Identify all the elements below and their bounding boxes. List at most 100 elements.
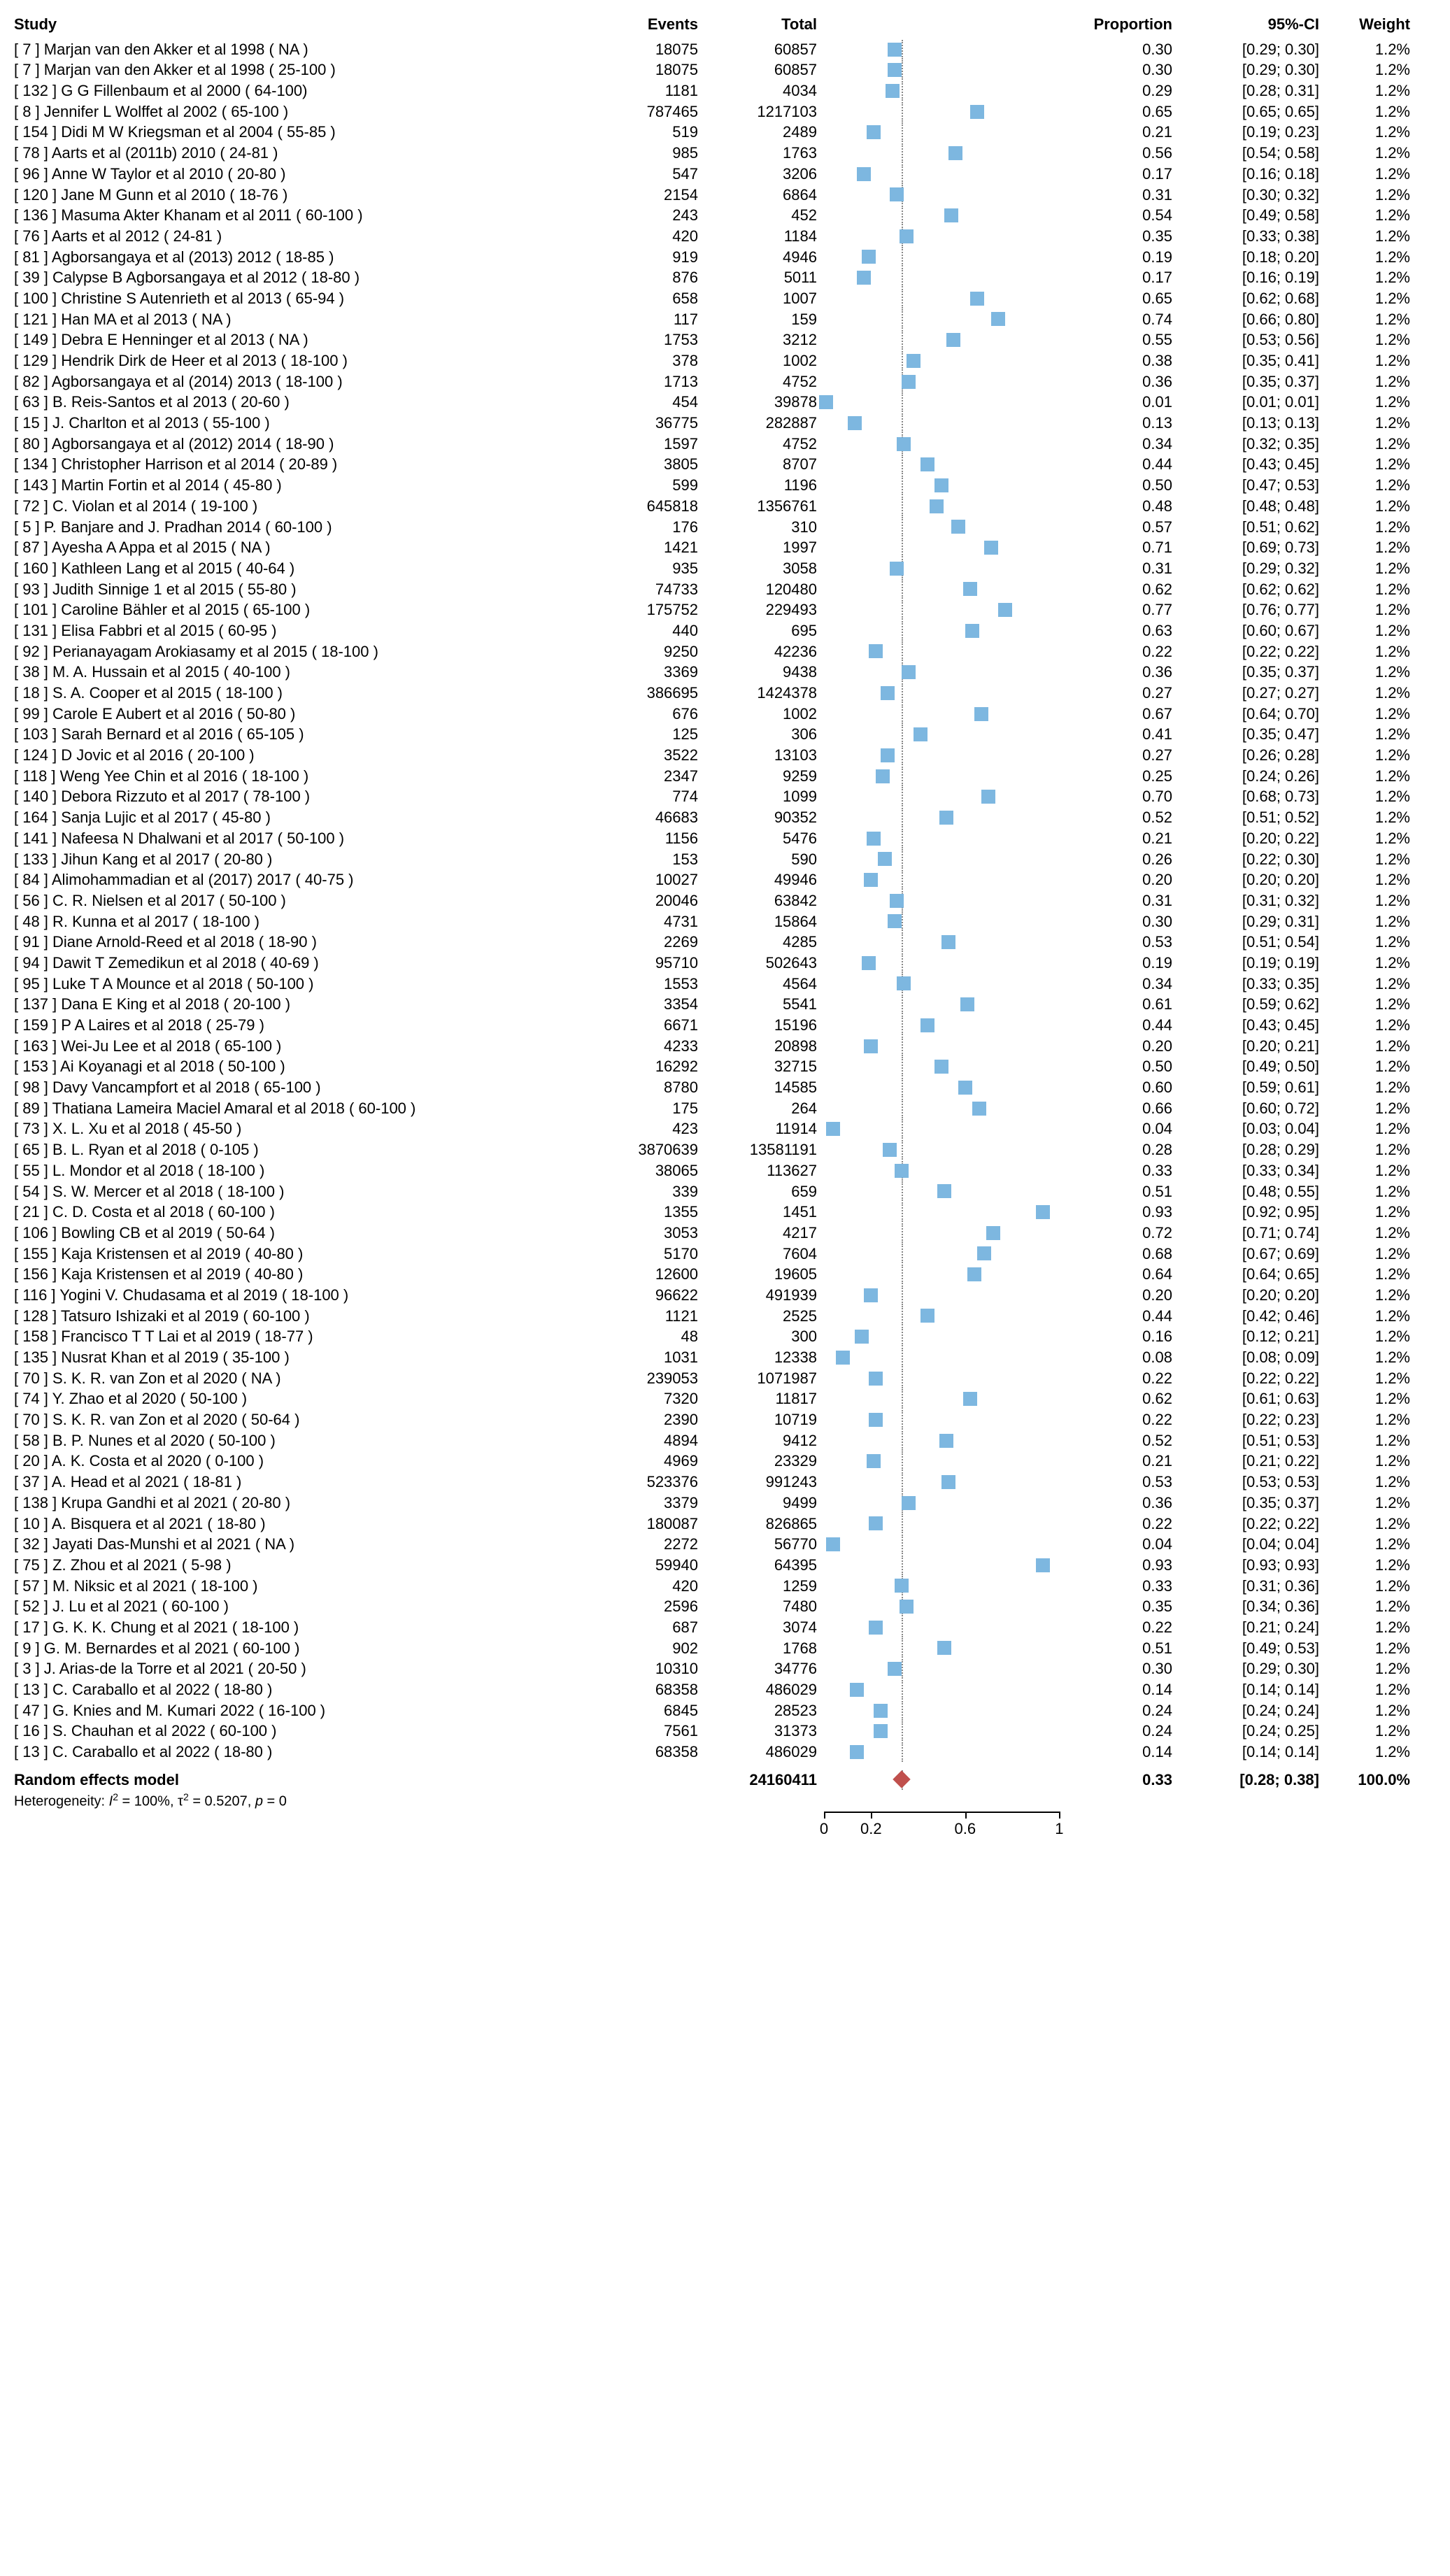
point-marker — [921, 1018, 934, 1032]
study-weight: 1.2% — [1319, 704, 1410, 725]
study-plot — [824, 808, 1083, 827]
study-events: 378 — [593, 350, 705, 371]
study-total: 1997 — [705, 537, 824, 558]
point-marker — [977, 1246, 991, 1260]
study-ci: [0.29; 0.30] — [1172, 1658, 1319, 1679]
reference-line — [902, 538, 903, 557]
study-label: [ 52 ] J. Lu et al 2021 ( 60-100 ) — [14, 1596, 593, 1617]
study-weight: 1.2% — [1319, 558, 1410, 579]
point-marker — [867, 832, 881, 846]
study-weight: 1.2% — [1319, 1451, 1410, 1472]
study-events: 423 — [593, 1118, 705, 1139]
study-weight: 1.2% — [1319, 434, 1410, 455]
study-weight: 1.2% — [1319, 185, 1410, 206]
point-marker — [890, 894, 904, 908]
study-weight: 1.2% — [1319, 205, 1410, 226]
study-label: [ 63 ] B. Reis-Santos et al 2013 ( 20-60… — [14, 392, 593, 413]
study-row: [ 58 ] B. P. Nunes et al 2020 ( 50-100 )… — [14, 1430, 1436, 1451]
study-prop: 0.30 — [1083, 39, 1172, 60]
study-ci: [0.33; 0.34] — [1172, 1160, 1319, 1181]
study-total: 310 — [705, 517, 824, 538]
study-row: [ 13 ] C. Caraballo et al 2022 ( 18-80 )… — [14, 1679, 1436, 1700]
study-plot — [824, 1078, 1083, 1097]
study-plot — [824, 932, 1083, 952]
study-label: [ 75 ] Z. Zhou et al 2021 ( 5-98 ) — [14, 1555, 593, 1576]
study-ci: [0.60; 0.67] — [1172, 620, 1319, 641]
study-prop: 0.53 — [1083, 932, 1172, 953]
study-events: 2272 — [593, 1534, 705, 1555]
study-label: [ 78 ] Aarts et al (2011b) 2010 ( 24-81 … — [14, 143, 593, 164]
study-prop: 0.14 — [1083, 1742, 1172, 1763]
study-label: [ 65 ] B. L. Ryan et al 2018 ( 0-105 ) — [14, 1139, 593, 1160]
reference-line — [902, 122, 903, 142]
study-weight: 1.2% — [1319, 1514, 1410, 1535]
reference-line — [902, 1286, 903, 1305]
point-marker — [878, 852, 892, 866]
study-row: [ 65 ] B. L. Ryan et al 2018 ( 0-105 )38… — [14, 1139, 1436, 1160]
study-row: [ 9 ] G. M. Bernardes et al 2021 ( 60-10… — [14, 1638, 1436, 1659]
study-label: [ 95 ] Luke T A Mounce et al 2018 ( 50-1… — [14, 974, 593, 995]
study-total: 5476 — [705, 828, 824, 849]
study-weight: 1.2% — [1319, 1285, 1410, 1306]
study-prop: 0.22 — [1083, 641, 1172, 662]
study-prop: 0.52 — [1083, 807, 1172, 828]
reference-line — [902, 1410, 903, 1430]
header-study: Study — [14, 14, 593, 35]
study-total: 229493 — [705, 599, 824, 620]
study-label: [ 5 ] P. Banjare and J. Pradhan 2014 ( 6… — [14, 517, 593, 538]
study-weight: 1.2% — [1319, 1056, 1410, 1077]
study-weight: 1.2% — [1319, 911, 1410, 932]
study-row: [ 106 ] Bowling CB et al 2019 ( 50-64 )3… — [14, 1223, 1436, 1244]
study-total: 7604 — [705, 1244, 824, 1265]
study-label: [ 163 ] Wei-Ju Lee et al 2018 ( 65-100 ) — [14, 1036, 593, 1057]
study-ci: [0.54; 0.58] — [1172, 143, 1319, 164]
point-marker — [890, 562, 904, 576]
study-label: [ 18 ] S. A. Cooper et al 2015 ( 18-100 … — [14, 683, 593, 704]
study-label: [ 38 ] M. A. Hussain et al 2015 ( 40-100… — [14, 662, 593, 683]
study-ci: [0.67; 0.69] — [1172, 1244, 1319, 1265]
study-events: 519 — [593, 122, 705, 143]
summary-total: 24160411 — [705, 1770, 824, 1791]
study-ci: [0.51; 0.53] — [1172, 1430, 1319, 1451]
study-row: [ 56 ] C. R. Nielsen et al 2017 ( 50-100… — [14, 890, 1436, 911]
study-label: [ 32 ] Jayati Das-Munshi et al 2021 ( NA… — [14, 1534, 593, 1555]
study-weight: 1.2% — [1319, 164, 1410, 185]
study-prop: 0.36 — [1083, 662, 1172, 683]
study-label: [ 138 ] Krupa Gandhi et al 2021 ( 20-80 … — [14, 1493, 593, 1514]
point-marker — [876, 769, 890, 783]
study-plot — [824, 102, 1083, 122]
point-marker — [937, 1184, 951, 1198]
reference-line — [902, 143, 903, 163]
study-events: 687 — [593, 1617, 705, 1638]
study-label: [ 21 ] C. D. Costa et al 2018 ( 60-100 ) — [14, 1202, 593, 1223]
study-row: [ 155 ] Kaja Kristensen et al 2019 ( 40-… — [14, 1244, 1436, 1265]
study-weight: 1.2% — [1319, 1388, 1410, 1409]
study-ci: [0.28; 0.31] — [1172, 80, 1319, 101]
study-events: 3522 — [593, 745, 705, 766]
study-events: 3354 — [593, 994, 705, 1015]
reference-line — [902, 1016, 903, 1035]
point-marker — [819, 395, 833, 409]
study-prop: 0.60 — [1083, 1077, 1172, 1098]
point-marker — [888, 1662, 902, 1676]
reference-line — [902, 497, 903, 516]
study-ci: [0.53; 0.53] — [1172, 1472, 1319, 1493]
study-plot — [824, 122, 1083, 142]
study-total: 1259 — [705, 1576, 824, 1597]
reference-line — [902, 849, 903, 869]
study-prop: 0.24 — [1083, 1700, 1172, 1721]
study-plot — [824, 372, 1083, 392]
point-marker — [895, 1579, 909, 1593]
study-prop: 0.61 — [1083, 994, 1172, 1015]
study-row: [ 8 ] Jennifer L Wolffet al 2002 ( 65-10… — [14, 101, 1436, 122]
study-label: [ 132 ] G G Fillenbaum et al 2000 ( 64-1… — [14, 80, 593, 101]
point-marker — [939, 1434, 953, 1448]
study-events: 176 — [593, 517, 705, 538]
study-events: 1713 — [593, 371, 705, 392]
reference-line — [902, 247, 903, 266]
study-plot — [824, 1701, 1083, 1721]
study-row: [ 116 ] Yogini V. Chudasama et al 2019 (… — [14, 1285, 1436, 1306]
point-marker — [941, 935, 955, 949]
study-events: 658 — [593, 288, 705, 309]
study-label: [ 84 ] Alimohammadian et al (2017) 2017 … — [14, 869, 593, 890]
